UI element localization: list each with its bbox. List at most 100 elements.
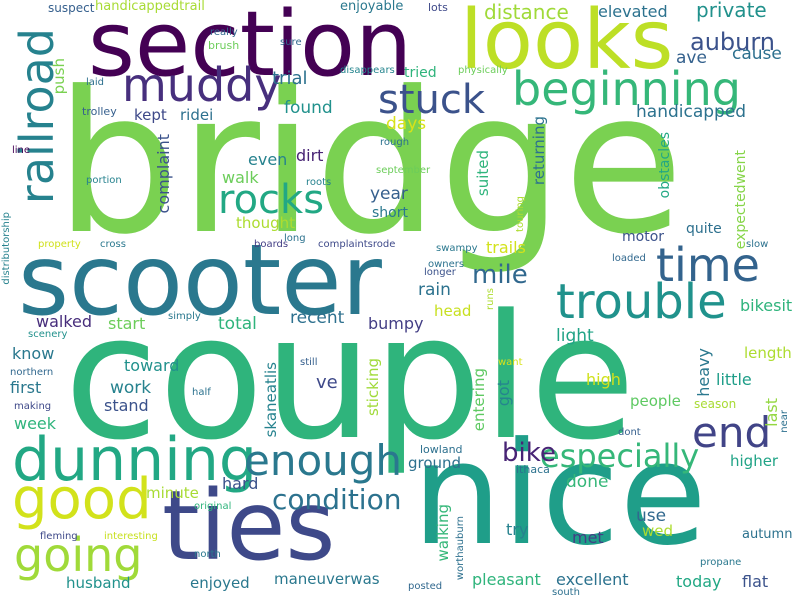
word-handicapped: handicapped bbox=[636, 102, 747, 122]
word-rocks: rocks bbox=[218, 177, 325, 223]
word-september: september bbox=[376, 165, 431, 176]
word-husband: husband bbox=[66, 574, 131, 592]
word-recent: recent bbox=[290, 308, 345, 328]
word-portion: portion bbox=[86, 175, 122, 186]
word-swampy: swampy bbox=[436, 243, 478, 254]
word-trial: trial bbox=[272, 68, 308, 89]
word-want: want bbox=[498, 357, 523, 368]
word-ve: ve bbox=[316, 372, 338, 393]
word-first: first bbox=[10, 378, 42, 397]
word-found: found bbox=[284, 98, 333, 118]
word-ave: ave bbox=[676, 48, 707, 68]
word-going: going bbox=[14, 528, 143, 582]
word-physically: physically bbox=[458, 65, 508, 76]
word-quite: quite bbox=[686, 221, 722, 237]
word-motor: motor bbox=[622, 229, 665, 245]
word-autumn: autumn bbox=[742, 527, 793, 542]
word-dont: dont bbox=[618, 427, 641, 438]
word-mile: mile bbox=[472, 260, 528, 290]
word-tried: tried bbox=[404, 65, 437, 81]
word-laid: laid bbox=[86, 77, 105, 88]
word-high: high bbox=[586, 370, 621, 389]
word-walk: walk bbox=[222, 168, 259, 187]
word-looks: looks bbox=[460, 0, 674, 88]
word-north: north bbox=[194, 549, 221, 560]
word-bikesit: bikesit bbox=[740, 296, 793, 315]
word-use: use bbox=[636, 506, 667, 526]
word-done: done bbox=[566, 472, 609, 492]
word-long: long bbox=[284, 233, 306, 244]
word-scooter: scooter bbox=[18, 224, 382, 338]
word-push: push bbox=[50, 58, 68, 95]
word-light: light bbox=[556, 326, 594, 346]
word-good: good bbox=[12, 467, 152, 532]
word-dirt: dirt bbox=[296, 146, 324, 165]
word-returning: returning bbox=[530, 116, 548, 186]
word-head: head bbox=[434, 302, 472, 320]
word-auburn: auburn bbox=[690, 28, 776, 56]
word-ithaca: ithaca bbox=[516, 463, 550, 476]
word-total: total bbox=[218, 314, 257, 334]
word-propane: propane bbox=[700, 557, 742, 568]
word-near: near bbox=[779, 410, 790, 433]
word-couple: couple bbox=[64, 277, 636, 478]
word-heavy: heavy bbox=[694, 348, 713, 397]
word-met: met bbox=[572, 528, 604, 547]
word-bumpy: bumpy bbox=[368, 314, 424, 333]
word-still: still bbox=[300, 357, 318, 368]
word-runs: runs bbox=[485, 288, 496, 310]
word-railroad: railroad bbox=[10, 28, 64, 205]
word-rain: rain bbox=[418, 280, 451, 300]
word-trouble: trouble bbox=[556, 274, 727, 330]
word-start: start bbox=[108, 314, 146, 333]
word-even: even bbox=[248, 150, 288, 169]
word-stand: stand bbox=[104, 396, 149, 415]
word-days: days bbox=[386, 114, 427, 134]
word-section: section bbox=[88, 0, 413, 97]
word-sure: sure bbox=[280, 37, 302, 48]
word-season: season bbox=[694, 397, 737, 411]
word-posted: posted bbox=[408, 581, 443, 592]
word-line: line bbox=[12, 145, 31, 156]
word-week: week bbox=[14, 414, 57, 433]
word-owners: owners bbox=[428, 259, 465, 270]
word-suited: suited bbox=[474, 150, 492, 197]
word-slow: slow bbox=[746, 239, 769, 250]
word-obstacles: obstacles bbox=[657, 132, 673, 199]
word-year: year bbox=[370, 184, 408, 204]
word-wed: wed bbox=[642, 522, 674, 540]
word-pleasant: pleasant bbox=[472, 570, 541, 589]
word-sticking: sticking bbox=[364, 358, 382, 416]
word-trails: trails bbox=[486, 238, 526, 257]
word-walking: walking bbox=[434, 504, 452, 562]
word-bike: bike bbox=[502, 438, 556, 468]
word-enjoyed: enjoyed bbox=[190, 574, 250, 592]
word-nice: nice bbox=[412, 412, 707, 577]
word-longer: longer bbox=[424, 267, 456, 278]
word-today: today bbox=[676, 572, 722, 591]
word-enough: enough bbox=[244, 436, 403, 485]
word-last: last bbox=[762, 398, 781, 427]
word-ties: ties bbox=[162, 470, 336, 582]
word-length: length bbox=[744, 344, 792, 362]
word-beginning: beginning bbox=[512, 62, 741, 116]
word-work: work bbox=[110, 378, 152, 398]
word-time: time bbox=[656, 238, 760, 292]
word-fleming: fleming bbox=[40, 531, 78, 542]
word-distributorship: distributorship bbox=[1, 212, 12, 285]
word-elevated: elevated bbox=[598, 2, 668, 21]
word-ridei: ridei bbox=[180, 106, 214, 124]
word-little: little bbox=[716, 370, 752, 389]
word-entering: entering bbox=[470, 368, 488, 432]
word-scenery: scenery bbox=[28, 329, 68, 340]
word-bridge: bridge bbox=[55, 50, 684, 278]
word-toward: toward bbox=[124, 356, 180, 375]
word-enjoyable: enjoyable bbox=[340, 0, 404, 14]
word-dunning: dunning bbox=[12, 425, 257, 495]
word-original: original bbox=[194, 501, 232, 512]
word-higher: higher bbox=[730, 452, 779, 470]
word-roots: roots bbox=[306, 177, 332, 188]
word-worthauburn: worthauburn bbox=[455, 516, 466, 581]
word-muddy: muddy bbox=[122, 58, 282, 112]
word-thought: thought bbox=[236, 214, 295, 232]
